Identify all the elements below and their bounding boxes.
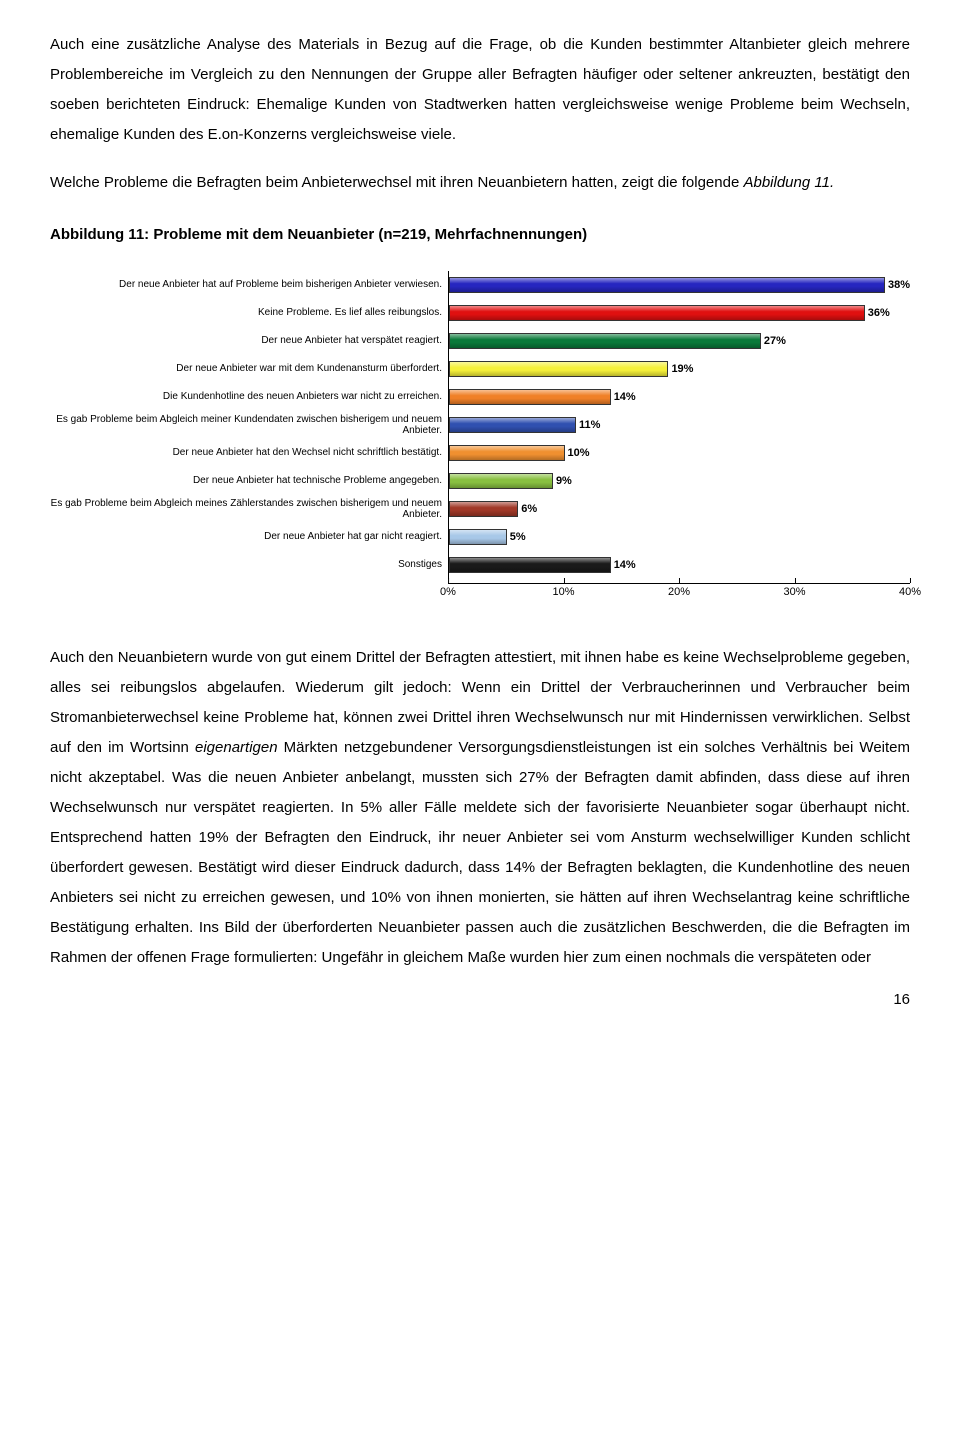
- chart-row: Es gab Probleme beim Abgleich meines Zäh…: [50, 495, 910, 523]
- chart-bar-area: 36%: [448, 299, 910, 327]
- chart-bar: [449, 557, 611, 573]
- para3-italic: eigenartigen: [195, 739, 278, 756]
- chart-bar-area: 38%: [448, 271, 910, 299]
- chart-row: Es gab Probleme beim Abgleich meiner Kun…: [50, 411, 910, 439]
- chart-bar-value: 38%: [888, 279, 910, 291]
- chart-bar-area: 19%: [448, 355, 910, 383]
- paragraph-1: Auch eine zusätzliche Analyse des Materi…: [50, 30, 910, 150]
- chart-bar-area: 6%: [448, 495, 910, 523]
- chart-x-axis: 0%10%20%30%40%: [50, 583, 910, 603]
- chart-bar-area: 9%: [448, 467, 910, 495]
- para2-italic: Abbildung 11.: [743, 174, 834, 191]
- chart-bar: [449, 417, 576, 433]
- chart-row: Sonstiges 14%: [50, 551, 910, 579]
- chart-bar: [449, 501, 518, 517]
- para2-text-a: Welche Probleme die Befragten beim Anbie…: [50, 174, 743, 191]
- chart-title: Abbildung 11: Probleme mit dem Neuanbiet…: [50, 226, 910, 243]
- chart-row-label: Sonstiges: [50, 559, 448, 571]
- chart-row: Der neue Anbieter hat den Wechsel nicht …: [50, 439, 910, 467]
- axis-tick: 30%: [783, 580, 805, 598]
- chart-bar-value: 10%: [568, 447, 590, 459]
- chart-bar-area: 14%: [448, 383, 910, 411]
- chart-row-label: Der neue Anbieter war mit dem Kundenanst…: [50, 363, 448, 375]
- chart-row-label: Der neue Anbieter hat technische Problem…: [50, 475, 448, 487]
- para3-text-b: Märkten netzgebundener Versorgungsdienst…: [50, 739, 910, 966]
- chart-bar-value: 36%: [868, 307, 890, 319]
- chart-bar-value: 9%: [556, 475, 572, 487]
- chart-row-label: Die Kundenhotline des neuen Anbieters wa…: [50, 391, 448, 403]
- paragraph-2: Welche Probleme die Befragten beim Anbie…: [50, 168, 910, 198]
- chart-row: Die Kundenhotline des neuen Anbieters wa…: [50, 383, 910, 411]
- chart-bar-value: 19%: [671, 363, 693, 375]
- chart-bar-value: 27%: [764, 335, 786, 347]
- chart-bar: [449, 305, 865, 321]
- chart-row-label: Der neue Anbieter hat gar nicht reagiert…: [50, 531, 448, 543]
- axis-tick: 20%: [668, 580, 690, 598]
- chart-row: Der neue Anbieter hat verspätet reagiert…: [50, 327, 910, 355]
- chart-row: Der neue Anbieter hat technische Problem…: [50, 467, 910, 495]
- chart-bar: [449, 445, 565, 461]
- chart-row-label: Der neue Anbieter hat auf Probleme beim …: [50, 279, 448, 291]
- chart-bar-value: 14%: [614, 559, 636, 571]
- chart-bar: [449, 473, 553, 489]
- chart-bar: [449, 529, 507, 545]
- page-number: 16: [50, 991, 910, 1008]
- axis-tick: 40%: [899, 580, 921, 598]
- chart-row-label: Es gab Probleme beim Abgleich meines Zäh…: [50, 498, 448, 521]
- chart-bar-value: 14%: [614, 391, 636, 403]
- chart-bar-area: 11%: [448, 411, 910, 439]
- chart-bar: [449, 389, 611, 405]
- chart-bar: [449, 333, 761, 349]
- chart-row: Der neue Anbieter hat gar nicht reagiert…: [50, 523, 910, 551]
- chart-bar-area: 5%: [448, 523, 910, 551]
- chart-row-label: Keine Probleme. Es lief alles reibungslo…: [50, 307, 448, 319]
- chart-row-label: Es gab Probleme beim Abgleich meiner Kun…: [50, 414, 448, 437]
- chart-bar-value: 6%: [521, 503, 537, 515]
- chart-bar: [449, 277, 885, 293]
- axis-tick: 0%: [440, 580, 456, 598]
- chart-row-label: Der neue Anbieter hat den Wechsel nicht …: [50, 447, 448, 459]
- chart-row: Keine Probleme. Es lief alles reibungslo…: [50, 299, 910, 327]
- chart-bar-area: 14%: [448, 551, 910, 579]
- chart-bar-area: 10%: [448, 439, 910, 467]
- chart-bar-area: 27%: [448, 327, 910, 355]
- chart-bar: [449, 361, 668, 377]
- chart-row: Der neue Anbieter hat auf Probleme beim …: [50, 271, 910, 299]
- problems-chart: Der neue Anbieter hat auf Probleme beim …: [50, 271, 910, 603]
- axis-tick: 10%: [552, 580, 574, 598]
- chart-row: Der neue Anbieter war mit dem Kundenanst…: [50, 355, 910, 383]
- chart-bar-value: 5%: [510, 531, 526, 543]
- paragraph-3: Auch den Neuanbietern wurde von gut eine…: [50, 643, 910, 973]
- chart-bar-value: 11%: [579, 419, 600, 431]
- chart-row-label: Der neue Anbieter hat verspätet reagiert…: [50, 335, 448, 347]
